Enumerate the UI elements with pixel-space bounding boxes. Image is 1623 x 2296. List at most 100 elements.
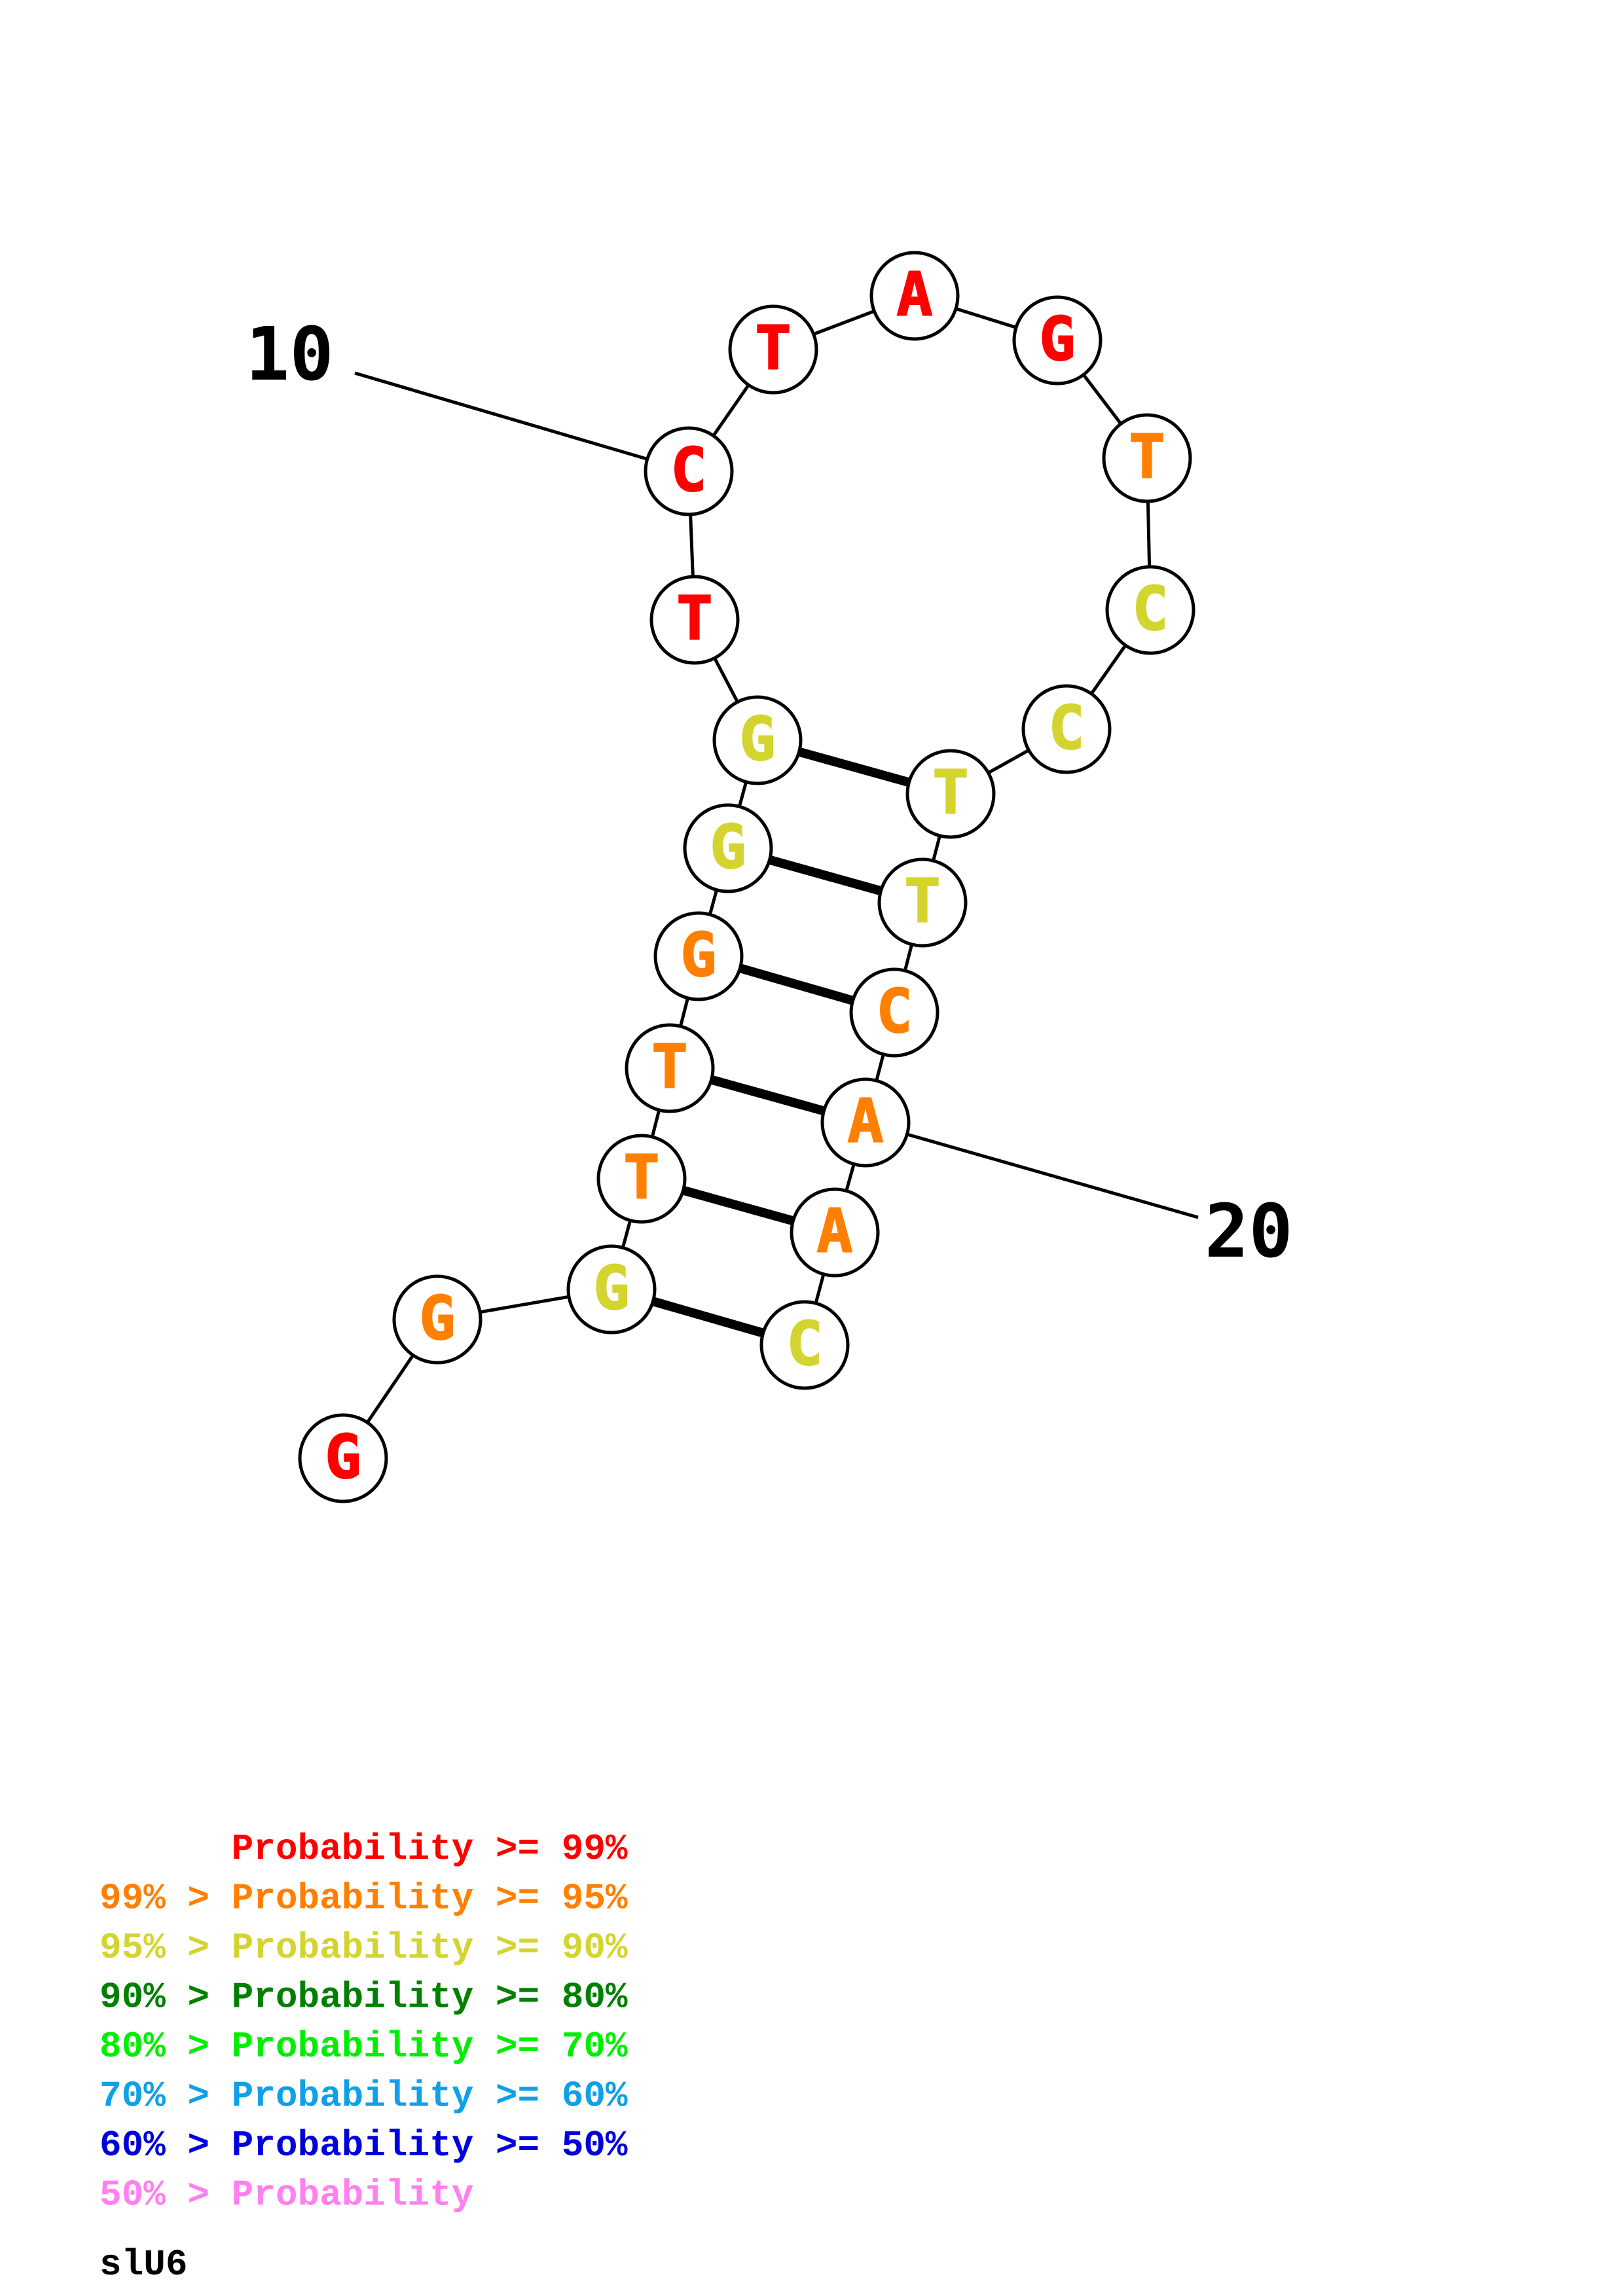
position-label-leaders bbox=[354, 371, 1199, 1219]
nucleotide-circle bbox=[566, 1244, 657, 1335]
legend-prefix bbox=[100, 1828, 232, 1870]
nucleotide-8: G bbox=[712, 695, 803, 785]
nucleotide-15: C bbox=[1105, 565, 1195, 655]
legend-label: Probability >= 80% bbox=[232, 1977, 628, 2018]
position-label-10: 10 bbox=[246, 312, 334, 397]
legend-prefix: 90% > bbox=[100, 1977, 232, 2018]
nucleotide-letter: A bbox=[896, 259, 932, 329]
nucleotide-circle bbox=[849, 967, 939, 1058]
nucleotide-circle bbox=[759, 1300, 850, 1390]
nucleotide-letter: C bbox=[876, 976, 912, 1046]
legend-row: 90% > Probability >= 80% bbox=[100, 1977, 628, 2018]
legend-prefix: 70% > bbox=[100, 2075, 232, 2117]
nucleotide-letter: G bbox=[419, 1283, 455, 1353]
nucleotide-10: C bbox=[644, 426, 734, 516]
structure-name-caption: slU6 bbox=[100, 2244, 187, 2286]
nucleotide-letter: C bbox=[1132, 573, 1168, 643]
legend-label: Probability >= 50% bbox=[232, 2125, 628, 2166]
legend-row: 99% > Probability >= 95% bbox=[100, 1878, 628, 1920]
nucleotide-12: A bbox=[869, 251, 960, 341]
nucleotide-letter: G bbox=[680, 920, 716, 990]
legend-prefix: 60% > bbox=[100, 2125, 232, 2166]
nucleotide-circle bbox=[644, 426, 734, 516]
nucleotide-circle bbox=[683, 803, 773, 893]
nucleotide-letter: T bbox=[1129, 422, 1165, 492]
nucleotide-14: T bbox=[1102, 413, 1192, 503]
nucleotide-letter: G bbox=[1039, 304, 1075, 374]
nucleotide-18: T bbox=[877, 857, 968, 948]
nucleotide-letter: T bbox=[904, 866, 940, 936]
nucleotide-letter: C bbox=[786, 1308, 822, 1378]
probability-legend: Probability >= 99%99% > Probability >= 9… bbox=[100, 1828, 628, 2216]
nucleotide-letter: C bbox=[670, 435, 706, 505]
nucleotide-letter: T bbox=[623, 1142, 659, 1212]
nucleotide-letter: T bbox=[932, 757, 968, 827]
legend-label: Probability >= 60% bbox=[232, 2075, 628, 2117]
legend-label: Probability bbox=[232, 2174, 474, 2216]
legend-label: Probability >= 70% bbox=[232, 2026, 628, 2068]
nucleotide-20: A bbox=[820, 1077, 911, 1168]
nucleotide-1: G bbox=[298, 1413, 388, 1503]
nucleotide-letter: T bbox=[676, 583, 712, 653]
nucleotide-circle bbox=[1105, 565, 1195, 655]
nucleotide-5: T bbox=[625, 1023, 715, 1113]
legend-row: 95% > Probability >= 90% bbox=[100, 1927, 628, 1969]
position-label-leader bbox=[865, 1121, 1199, 1219]
legend-prefix: 80% > bbox=[100, 2026, 232, 2068]
nucleotide-circle bbox=[653, 911, 744, 1001]
nucleotide-6: G bbox=[653, 911, 744, 1001]
position-label-layer: 10 20 bbox=[246, 312, 1293, 1274]
nucleotide-circle bbox=[625, 1023, 715, 1113]
legend-row: 60% > Probability >= 50% bbox=[100, 2125, 628, 2166]
nucleotide-4: T bbox=[596, 1134, 687, 1224]
position-label-leader bbox=[354, 371, 689, 473]
nucleotide-2: G bbox=[392, 1274, 483, 1365]
legend-row: 70% > Probability >= 60% bbox=[100, 2075, 628, 2117]
nucleotide-circle bbox=[712, 695, 803, 785]
legend-label: Probability >= 99% bbox=[232, 1828, 628, 1870]
legend-prefix: 99% > bbox=[100, 1878, 232, 1920]
nucleotide-9: T bbox=[649, 575, 740, 665]
nucleotide-13: G bbox=[1012, 295, 1103, 386]
nucleotide-letter: G bbox=[739, 704, 775, 774]
nucleotide-circle bbox=[392, 1274, 483, 1365]
nucleotide-11: T bbox=[728, 304, 818, 395]
legend-prefix: 95% > bbox=[100, 1927, 232, 1969]
legend-row: Probability >= 99% bbox=[100, 1828, 628, 1870]
nucleotide-circle bbox=[877, 857, 968, 948]
nucleotide-letter: G bbox=[593, 1253, 629, 1323]
nucleotide-21: A bbox=[790, 1187, 880, 1278]
nucleotide-letter: G bbox=[325, 1422, 361, 1492]
nucleotide-circle bbox=[298, 1413, 388, 1503]
nucleotide-circle bbox=[905, 749, 996, 839]
legend-prefix: 50% > bbox=[100, 2174, 232, 2216]
nucleotide-19: C bbox=[849, 967, 939, 1058]
legend-row: 50% > Probability bbox=[100, 2174, 473, 2216]
nucleotide-circle bbox=[596, 1134, 687, 1224]
nucleotide-circle bbox=[869, 251, 960, 341]
nucleotide-circle bbox=[1021, 684, 1112, 774]
nucleotide-22: C bbox=[759, 1300, 850, 1390]
nucleotide-letter: T bbox=[755, 313, 791, 383]
nucleotide-circle bbox=[649, 575, 740, 665]
nucleotide-circle bbox=[790, 1187, 880, 1278]
legend-label: Probability >= 95% bbox=[232, 1878, 628, 1920]
nucleotide-circle bbox=[728, 304, 818, 395]
nucleotide-circle bbox=[1102, 413, 1192, 503]
nucleotide-circle bbox=[820, 1077, 911, 1168]
legend-row: 80% > Probability >= 70% bbox=[100, 2026, 628, 2068]
legend-label: Probability >= 90% bbox=[232, 1927, 628, 1969]
nucleotide-letter: G bbox=[710, 812, 746, 882]
nucleotide-letter: A bbox=[847, 1086, 883, 1156]
nucleotide-circle bbox=[1012, 295, 1103, 386]
nucleotide-7: G bbox=[683, 803, 773, 893]
nucleotide-letter: C bbox=[1048, 692, 1084, 762]
position-label-20: 20 bbox=[1205, 1189, 1293, 1274]
nucleotide-17: T bbox=[905, 749, 996, 839]
nucleotide-letter: A bbox=[816, 1196, 852, 1266]
nucleotide-3: G bbox=[566, 1244, 657, 1335]
nucleotide-16: C bbox=[1021, 684, 1112, 774]
nucleotide-letter: T bbox=[651, 1031, 687, 1102]
